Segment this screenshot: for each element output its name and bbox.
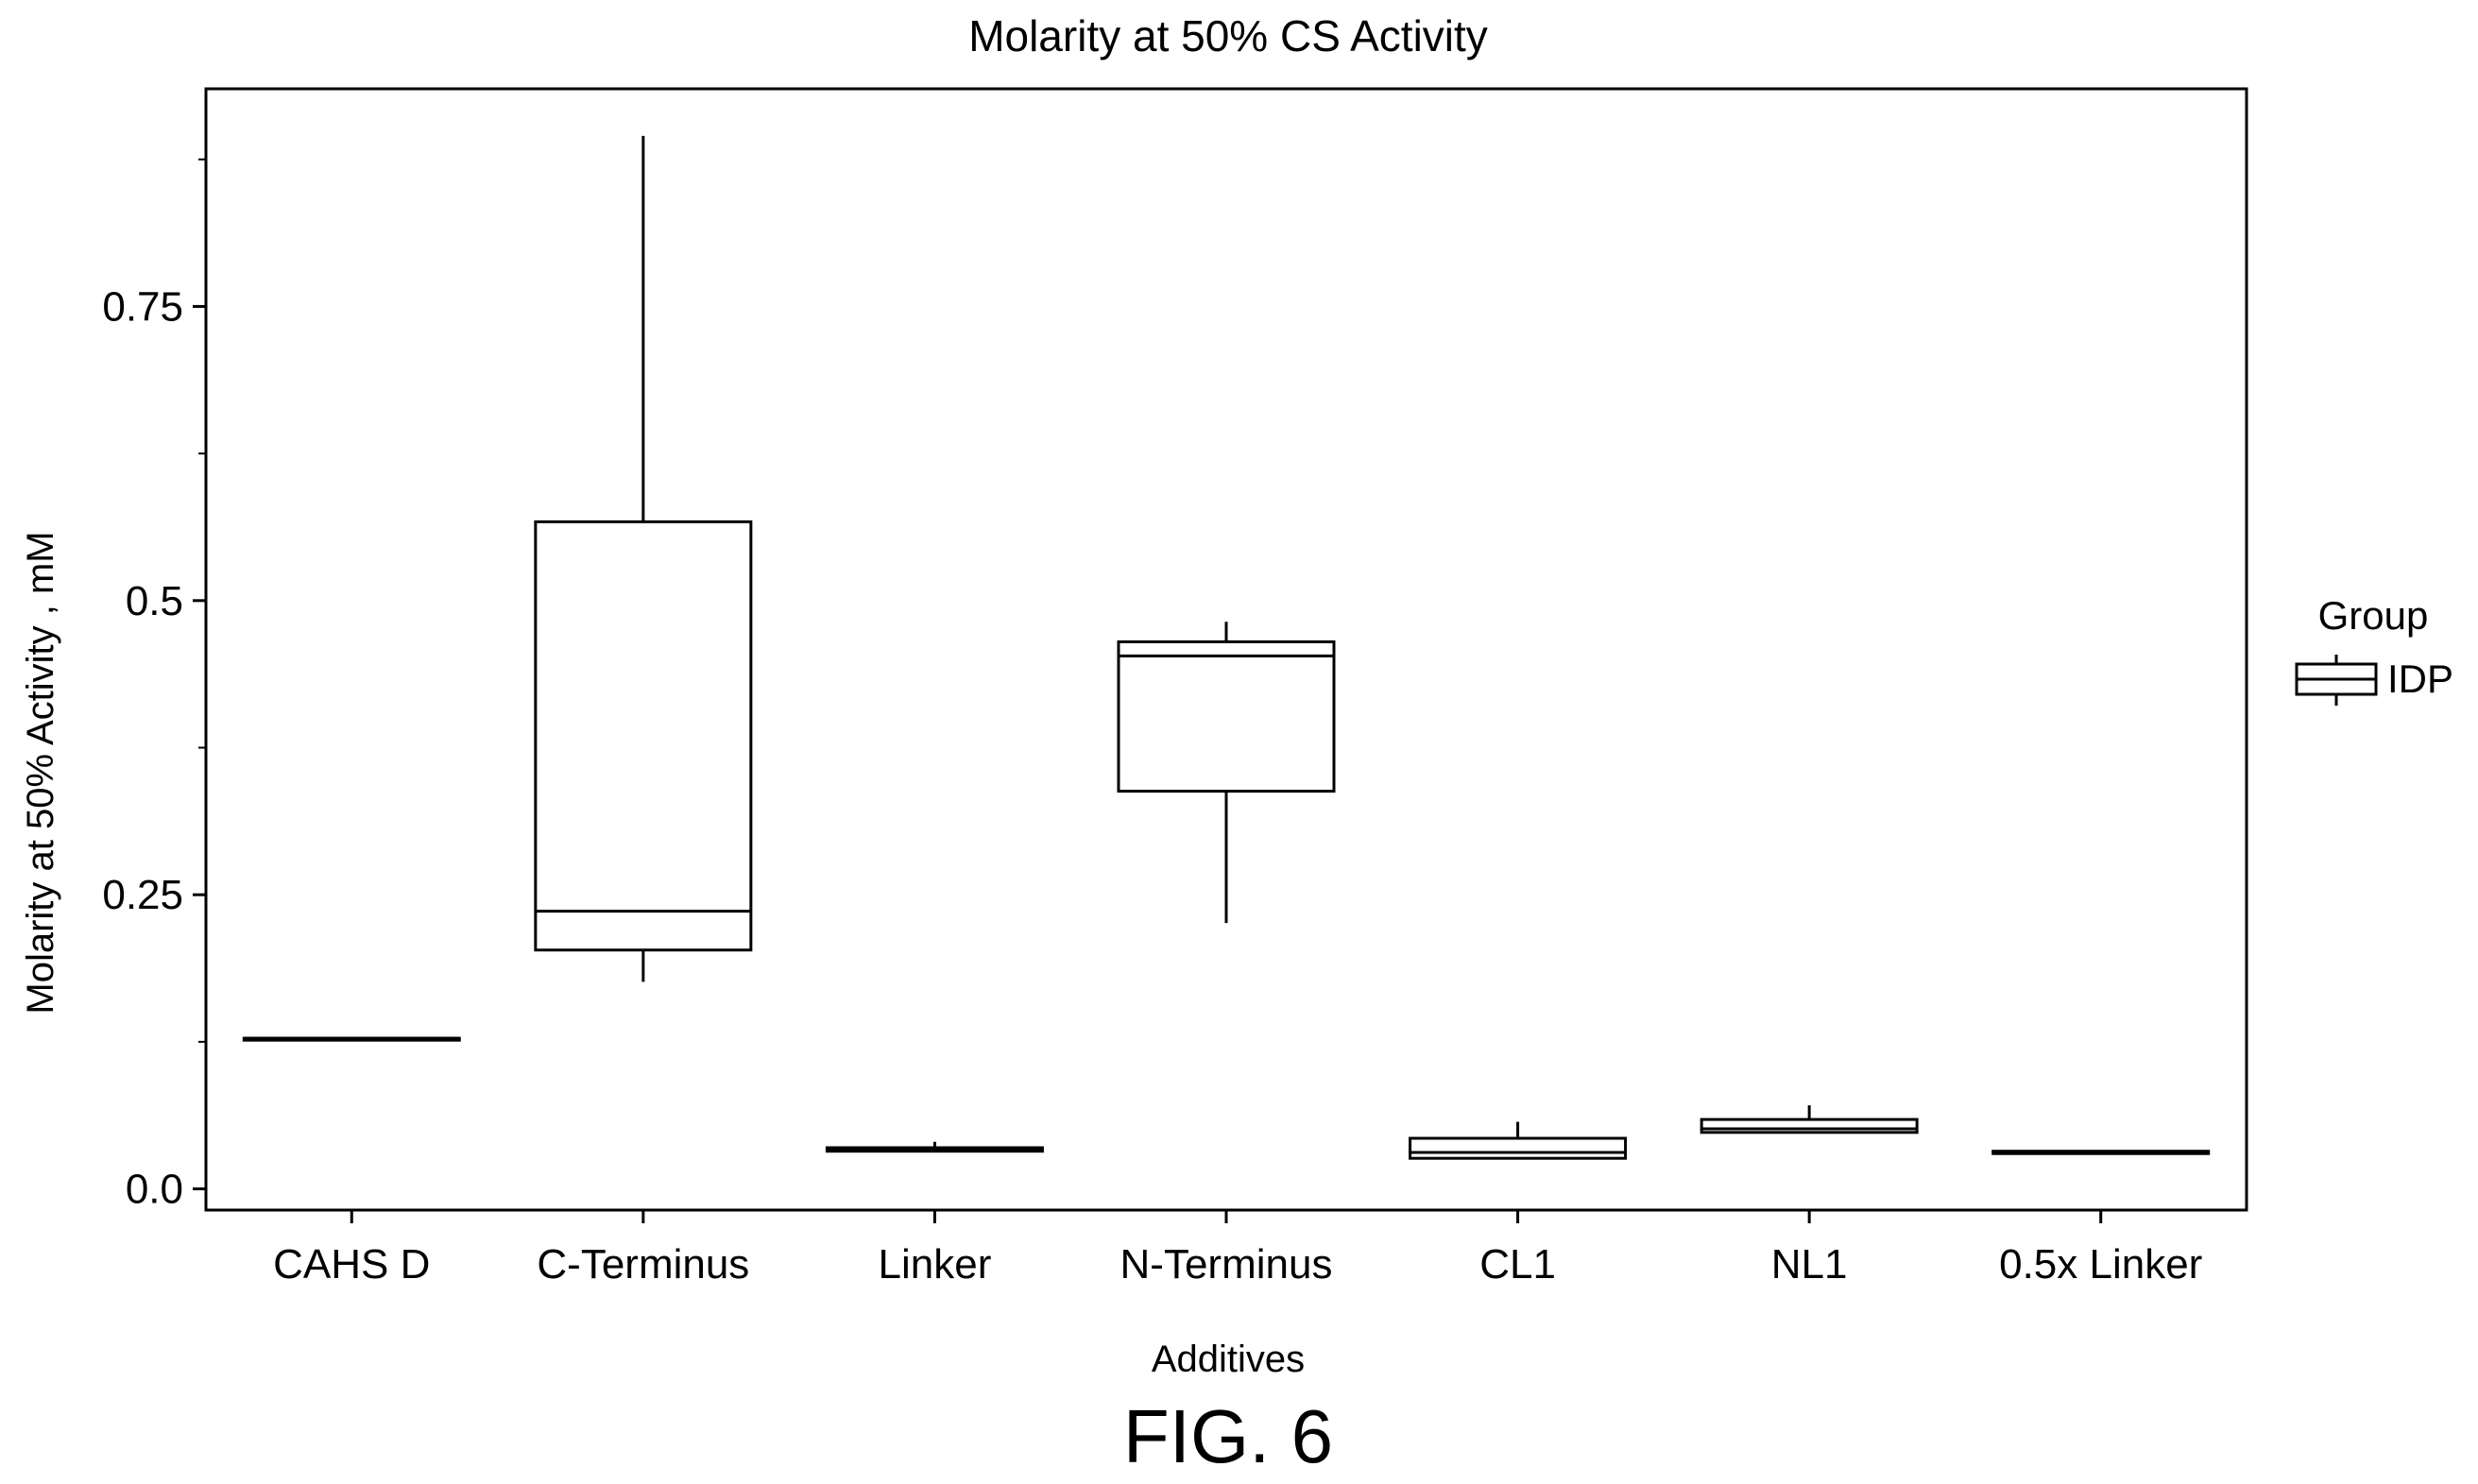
y-tick-label-1: 0.25 bbox=[102, 872, 183, 918]
y-tick-label-3: 0.75 bbox=[102, 283, 183, 330]
box-iqr bbox=[534, 520, 753, 952]
x-tick-label-2: Linker bbox=[879, 1241, 992, 1288]
legend: Group IDP bbox=[2295, 593, 2453, 706]
box-plot-series bbox=[242, 135, 2211, 1160]
x-tick-label-1: C-Terminus bbox=[537, 1241, 749, 1288]
plot-frame bbox=[204, 87, 2248, 1212]
x-tick-label-3: N-Terminus bbox=[1120, 1241, 1333, 1288]
box-nl1 bbox=[1700, 1105, 1919, 1134]
x-axis-label: Additives bbox=[1152, 1339, 1305, 1380]
x-tick-label-0: CAHS D bbox=[273, 1241, 430, 1288]
x-axis: CAHS D C-Terminus Linker N-Terminus CL1 NL1 0.… bbox=[273, 1210, 2202, 1288]
box-iqr bbox=[1700, 1117, 1919, 1134]
box-iqr bbox=[1117, 640, 1336, 793]
box-0-5x-linker bbox=[1991, 1150, 2211, 1155]
y-axis-label: Molarity at 50% Activity , mM bbox=[20, 531, 61, 1014]
y-tick-label-2: 0.5 bbox=[126, 578, 183, 624]
x-tick-label-6: 0.5x Linker bbox=[1999, 1241, 2202, 1288]
chart-title: Molarity at 50% CS Activity bbox=[968, 11, 1488, 60]
box-n-terminus bbox=[1117, 622, 1336, 924]
box-linker bbox=[825, 1141, 1044, 1153]
figure-label: FIG. 6 bbox=[1123, 1394, 1333, 1478]
box-cl1 bbox=[1409, 1121, 1628, 1160]
legend-box-icon bbox=[2295, 655, 2378, 706]
x-tick-label-4: CL1 bbox=[1479, 1241, 1556, 1288]
box-c-terminus bbox=[534, 135, 753, 982]
x-tick-label-5: NL1 bbox=[1771, 1241, 1848, 1288]
legend-entry-idp: IDP bbox=[2387, 657, 2453, 701]
legend-title: Group bbox=[2318, 593, 2429, 638]
box-iqr bbox=[1409, 1136, 1628, 1160]
y-axis: 0.0 0.25 0.5 0.75 bbox=[102, 158, 206, 1213]
box-cahs-d bbox=[242, 1036, 461, 1042]
y-tick-label-0: 0.0 bbox=[126, 1167, 183, 1213]
